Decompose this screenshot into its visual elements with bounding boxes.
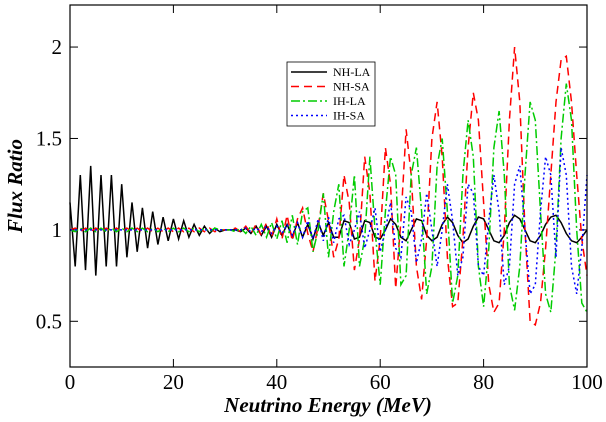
legend-label: IH-LA bbox=[333, 94, 366, 108]
legend-label: IH-SA bbox=[333, 109, 365, 123]
x-axis-label: Neutrino Energy (MeV) bbox=[223, 393, 432, 417]
x-tick-label: 40 bbox=[266, 370, 287, 394]
series-line bbox=[70, 147, 588, 297]
x-tick-label: 100 bbox=[571, 370, 603, 394]
legend-label: NH-LA bbox=[333, 65, 371, 79]
plot-frame bbox=[69, 4, 588, 368]
y-tick-label: 1.5 bbox=[36, 126, 62, 150]
x-tick-label: 0 bbox=[65, 370, 76, 394]
legend-label: NH-SA bbox=[333, 80, 370, 94]
y-axis-label: Flux Ratio bbox=[3, 139, 27, 234]
x-tick-label: 80 bbox=[473, 370, 494, 394]
x-tick-label: 20 bbox=[163, 370, 184, 394]
x-tick-label: 60 bbox=[370, 370, 391, 394]
y-tick-label: 1 bbox=[52, 218, 63, 242]
y-tick-label: 0.5 bbox=[36, 309, 62, 333]
y-tick-label: 2 bbox=[52, 35, 63, 59]
